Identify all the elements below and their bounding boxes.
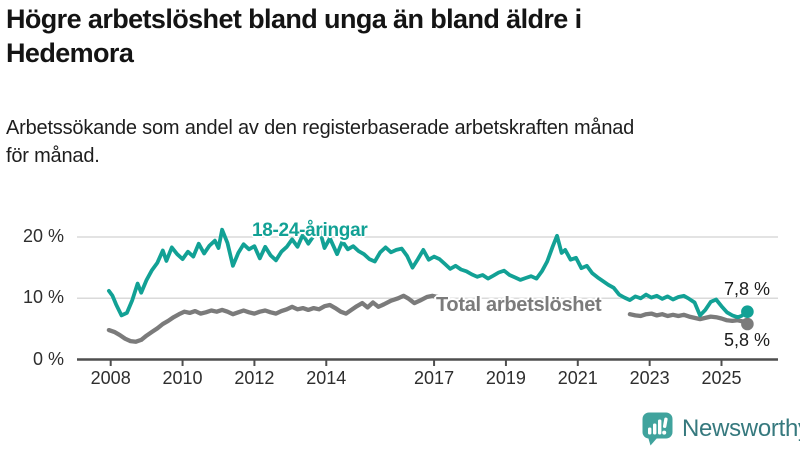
series-line	[106, 293, 440, 344]
chart-title: Högre arbetslöshet bland unga än bland ä…	[6, 2, 786, 70]
x-axis-tick-label: 2021	[557, 368, 598, 388]
x-axis-tick-label: 2010	[162, 368, 203, 388]
end-value-young: 7,8 %	[723, 279, 770, 299]
x-axis-tick-label: 2025	[701, 368, 742, 388]
chart-title-line1: Högre arbetslöshet bland unga än bland ä…	[6, 4, 582, 34]
x-axis-tick-label: 2014	[306, 368, 347, 388]
series-end-dot	[741, 305, 754, 319]
series-line	[627, 311, 750, 327]
chart-subtitle-line2: för månad.	[6, 145, 100, 167]
y-axis-tick-label: 0 %	[32, 348, 64, 369]
y-axis-tick-label: 20 %	[22, 226, 64, 246]
x-axis-tick-label: 2012	[234, 368, 275, 388]
series-line	[107, 225, 750, 320]
x-axis-tick-label: 2008	[90, 368, 131, 388]
end-value-total: 5,8 %	[723, 330, 770, 350]
newsworthy-logo[interactable]: Newsworthy	[641, 411, 800, 447]
x-axis-tick-label: 2023	[629, 368, 670, 388]
chart-title-line2: Hedemora	[6, 38, 134, 68]
chart-subtitle: Arbetssökande som andel av den registerb…	[6, 114, 796, 170]
series-label-young: 18-24-åringar	[252, 220, 368, 241]
y-axis-tick-label: 10 %	[22, 287, 64, 308]
chart-subtitle-line1: Arbetssökande som andel av den registerb…	[6, 117, 635, 139]
newsworthy-wordmark: Newsworthy	[682, 415, 800, 442]
newsworthy-icon	[642, 412, 673, 446]
x-axis-tick-label: 2017	[414, 368, 455, 388]
series-label-total: Total arbetslöshet	[436, 294, 602, 316]
x-axis-tick-label: 2019	[485, 368, 526, 388]
series-end-dot	[741, 317, 754, 331]
